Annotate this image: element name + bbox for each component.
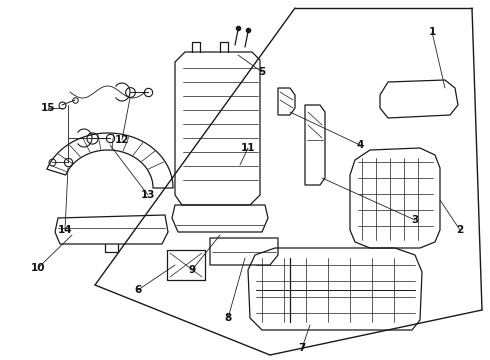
Text: 9: 9 <box>189 265 196 275</box>
Text: 7: 7 <box>298 343 306 353</box>
Text: 13: 13 <box>141 190 155 200</box>
Text: 15: 15 <box>41 103 55 113</box>
Text: 1: 1 <box>428 27 436 37</box>
Text: 2: 2 <box>456 225 464 235</box>
Text: 11: 11 <box>241 143 255 153</box>
Text: 12: 12 <box>115 135 129 145</box>
Text: 5: 5 <box>258 67 266 77</box>
Text: 6: 6 <box>134 285 142 295</box>
Text: 14: 14 <box>58 225 73 235</box>
Text: 10: 10 <box>31 263 45 273</box>
Text: 4: 4 <box>356 140 364 150</box>
Text: 3: 3 <box>412 215 418 225</box>
Text: 8: 8 <box>224 313 232 323</box>
